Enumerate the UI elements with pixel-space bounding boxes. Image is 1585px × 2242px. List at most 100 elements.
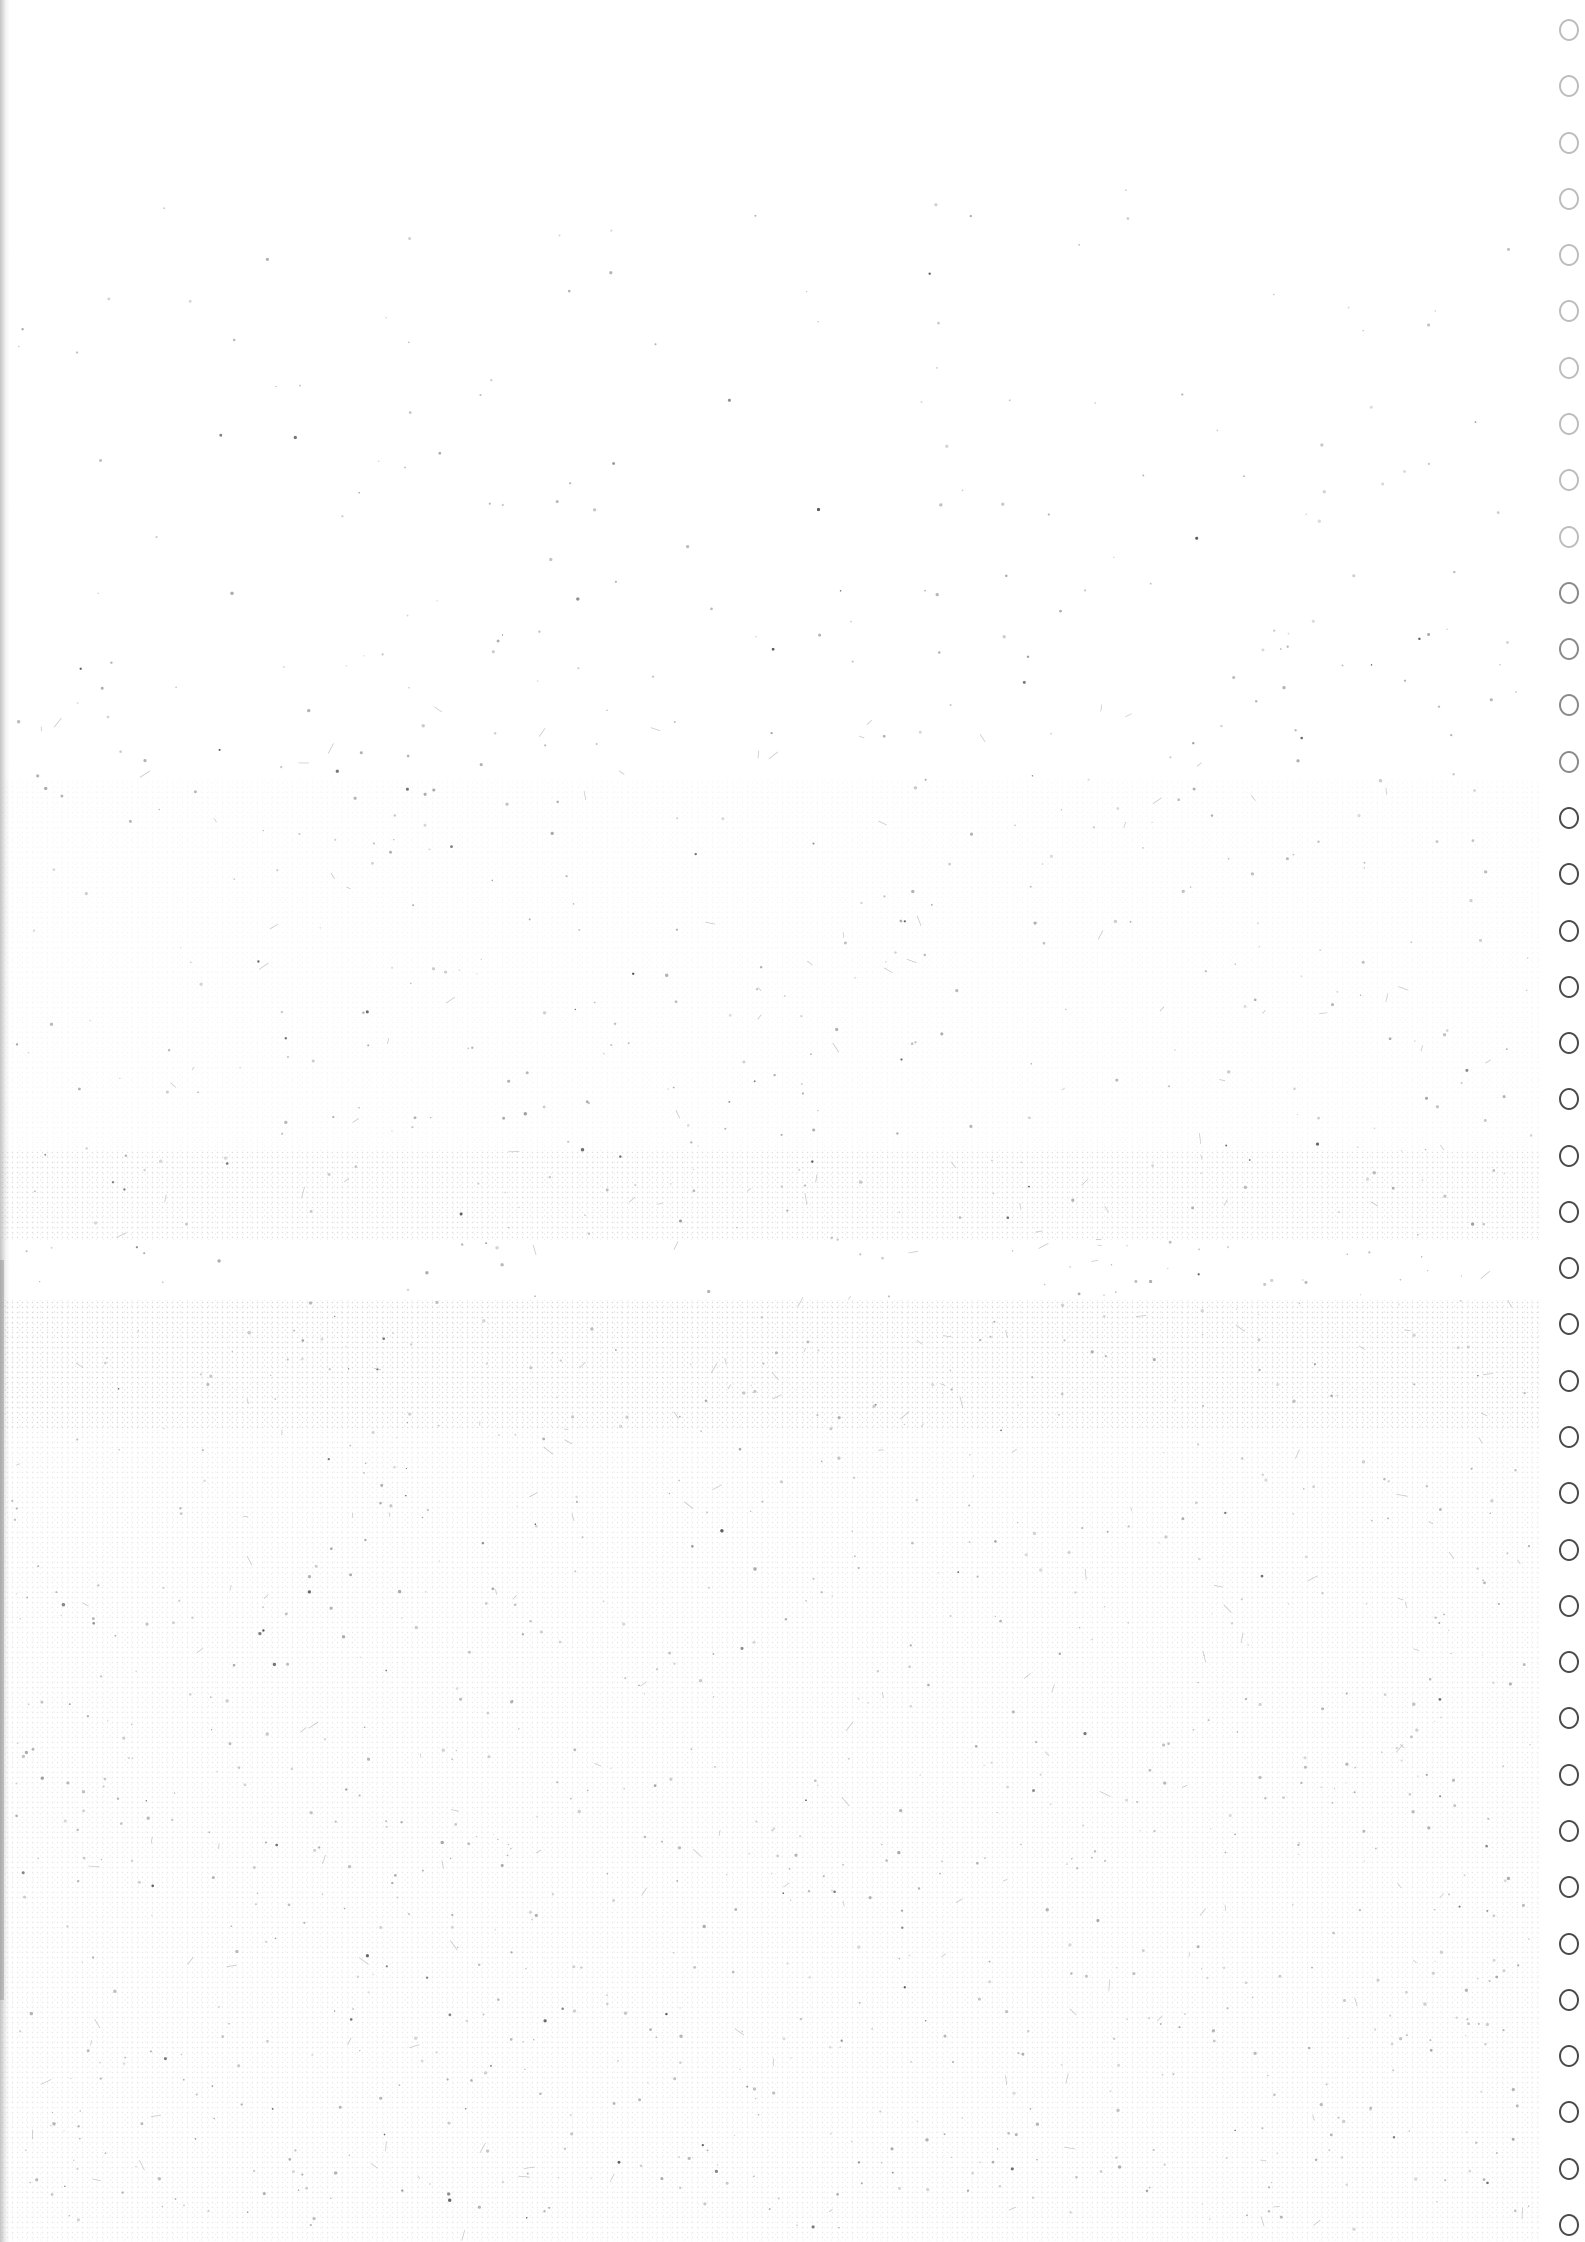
scan-speck (1311, 619, 1315, 623)
scan-speck (1507, 247, 1510, 251)
scan-speck (485, 1242, 487, 1244)
scan-speck (577, 667, 580, 670)
binding-hole (1559, 1257, 1579, 1279)
scan-speck (1134, 1280, 1138, 1283)
scan-speck (755, 636, 757, 638)
scan-speck (1126, 1244, 1128, 1247)
scan-speck (143, 759, 147, 763)
scan-speck (1094, 402, 1097, 404)
scan-speck (1403, 679, 1407, 682)
scan-scratch (532, 1244, 537, 1256)
scan-scratch (1125, 713, 1132, 718)
binding-hole (1559, 1313, 1579, 1335)
scan-speck (685, 544, 690, 549)
binding-hole (1559, 1482, 1579, 1504)
scan-speck (1368, 1251, 1371, 1254)
binding-hole (1559, 1595, 1579, 1617)
scan-speck (1197, 1273, 1200, 1276)
scan-speck (558, 234, 561, 237)
binding-hole (1559, 1539, 1579, 1561)
scan-speck (555, 500, 559, 504)
scan-speck (568, 482, 572, 485)
scan-speck (1084, 589, 1087, 592)
scan-speck (567, 289, 571, 293)
scan-speck (1243, 475, 1245, 478)
scan-speck (839, 590, 842, 592)
scan-speck (406, 754, 410, 758)
scan-speck (727, 398, 731, 402)
binding-hole (1559, 1088, 1579, 1110)
scan-noise-lower (0, 1430, 1540, 2242)
scan-speck (1022, 680, 1026, 684)
scan-speck (1002, 635, 1006, 639)
scan-speck (1001, 502, 1005, 506)
scan-speck (119, 750, 122, 753)
scan-scratch (979, 733, 986, 743)
scan-speck (816, 507, 821, 512)
scan-speck (341, 515, 344, 518)
scan-speck (610, 229, 613, 232)
scan-speck (1263, 1282, 1267, 1286)
scan-speck (99, 459, 103, 462)
scan-speck (1300, 736, 1303, 740)
scan-speck (1110, 1264, 1113, 1266)
scan-speck (501, 503, 504, 507)
scan-speck (143, 1252, 146, 1255)
scan-speck (501, 634, 504, 636)
scan-speck (493, 732, 497, 735)
scan-speck (1381, 482, 1385, 486)
scan-speck (1304, 1280, 1308, 1284)
scan-speck (1254, 700, 1258, 703)
binding-hole (1559, 807, 1579, 829)
scan-speck (381, 653, 384, 656)
scan-speck (232, 338, 236, 342)
scan-speck (110, 661, 113, 664)
scan-scratch (650, 727, 661, 732)
scan-scratch (434, 706, 442, 713)
scan-speck (1043, 1283, 1046, 1286)
binding-hole (1559, 2045, 1579, 2067)
scan-speck (1317, 519, 1321, 523)
scan-speck (188, 299, 192, 303)
scan-scratch (1480, 1270, 1491, 1280)
scan-speck (175, 686, 177, 689)
scan-speck (1420, 1256, 1423, 1258)
scan-speck (882, 734, 886, 738)
scan-speck (1453, 570, 1456, 574)
scan-speck (1370, 664, 1373, 666)
scan-scratch (139, 770, 151, 778)
binding-hole (1559, 1032, 1579, 1054)
scan-speck (1286, 645, 1289, 648)
scan-speck (1031, 775, 1034, 777)
scan-speck (1450, 733, 1453, 737)
scan-speck (1126, 217, 1130, 220)
scan-speck (335, 769, 339, 773)
scan-speck (363, 655, 365, 657)
binding-hole (1559, 694, 1579, 716)
scan-speck (651, 675, 655, 678)
scan-speck (1273, 293, 1275, 296)
scan-speck (76, 701, 79, 704)
scan-speck (479, 763, 483, 767)
scan-speck (1282, 685, 1286, 690)
scan-scratch (618, 770, 625, 775)
scan-speck (1437, 705, 1441, 708)
binding-hole (1559, 75, 1579, 97)
scan-speck (1169, 756, 1172, 759)
scan-speck (436, 600, 438, 602)
scan-speck (939, 503, 943, 507)
scan-speck (1320, 443, 1324, 447)
binding-hole (1559, 638, 1579, 660)
scan-speck (945, 444, 949, 448)
scan-speck (935, 592, 939, 597)
scan-speck (79, 667, 82, 670)
scan-speck (217, 1259, 221, 1263)
scan-speck (21, 327, 24, 331)
scan-speck (924, 589, 926, 592)
scan-speck (404, 466, 406, 469)
binding-hole-strip (1549, 0, 1585, 2242)
scan-speck (969, 214, 972, 218)
scan-speck (754, 214, 757, 217)
scan-speck (1452, 773, 1455, 776)
scan-speck (1103, 1294, 1105, 1296)
